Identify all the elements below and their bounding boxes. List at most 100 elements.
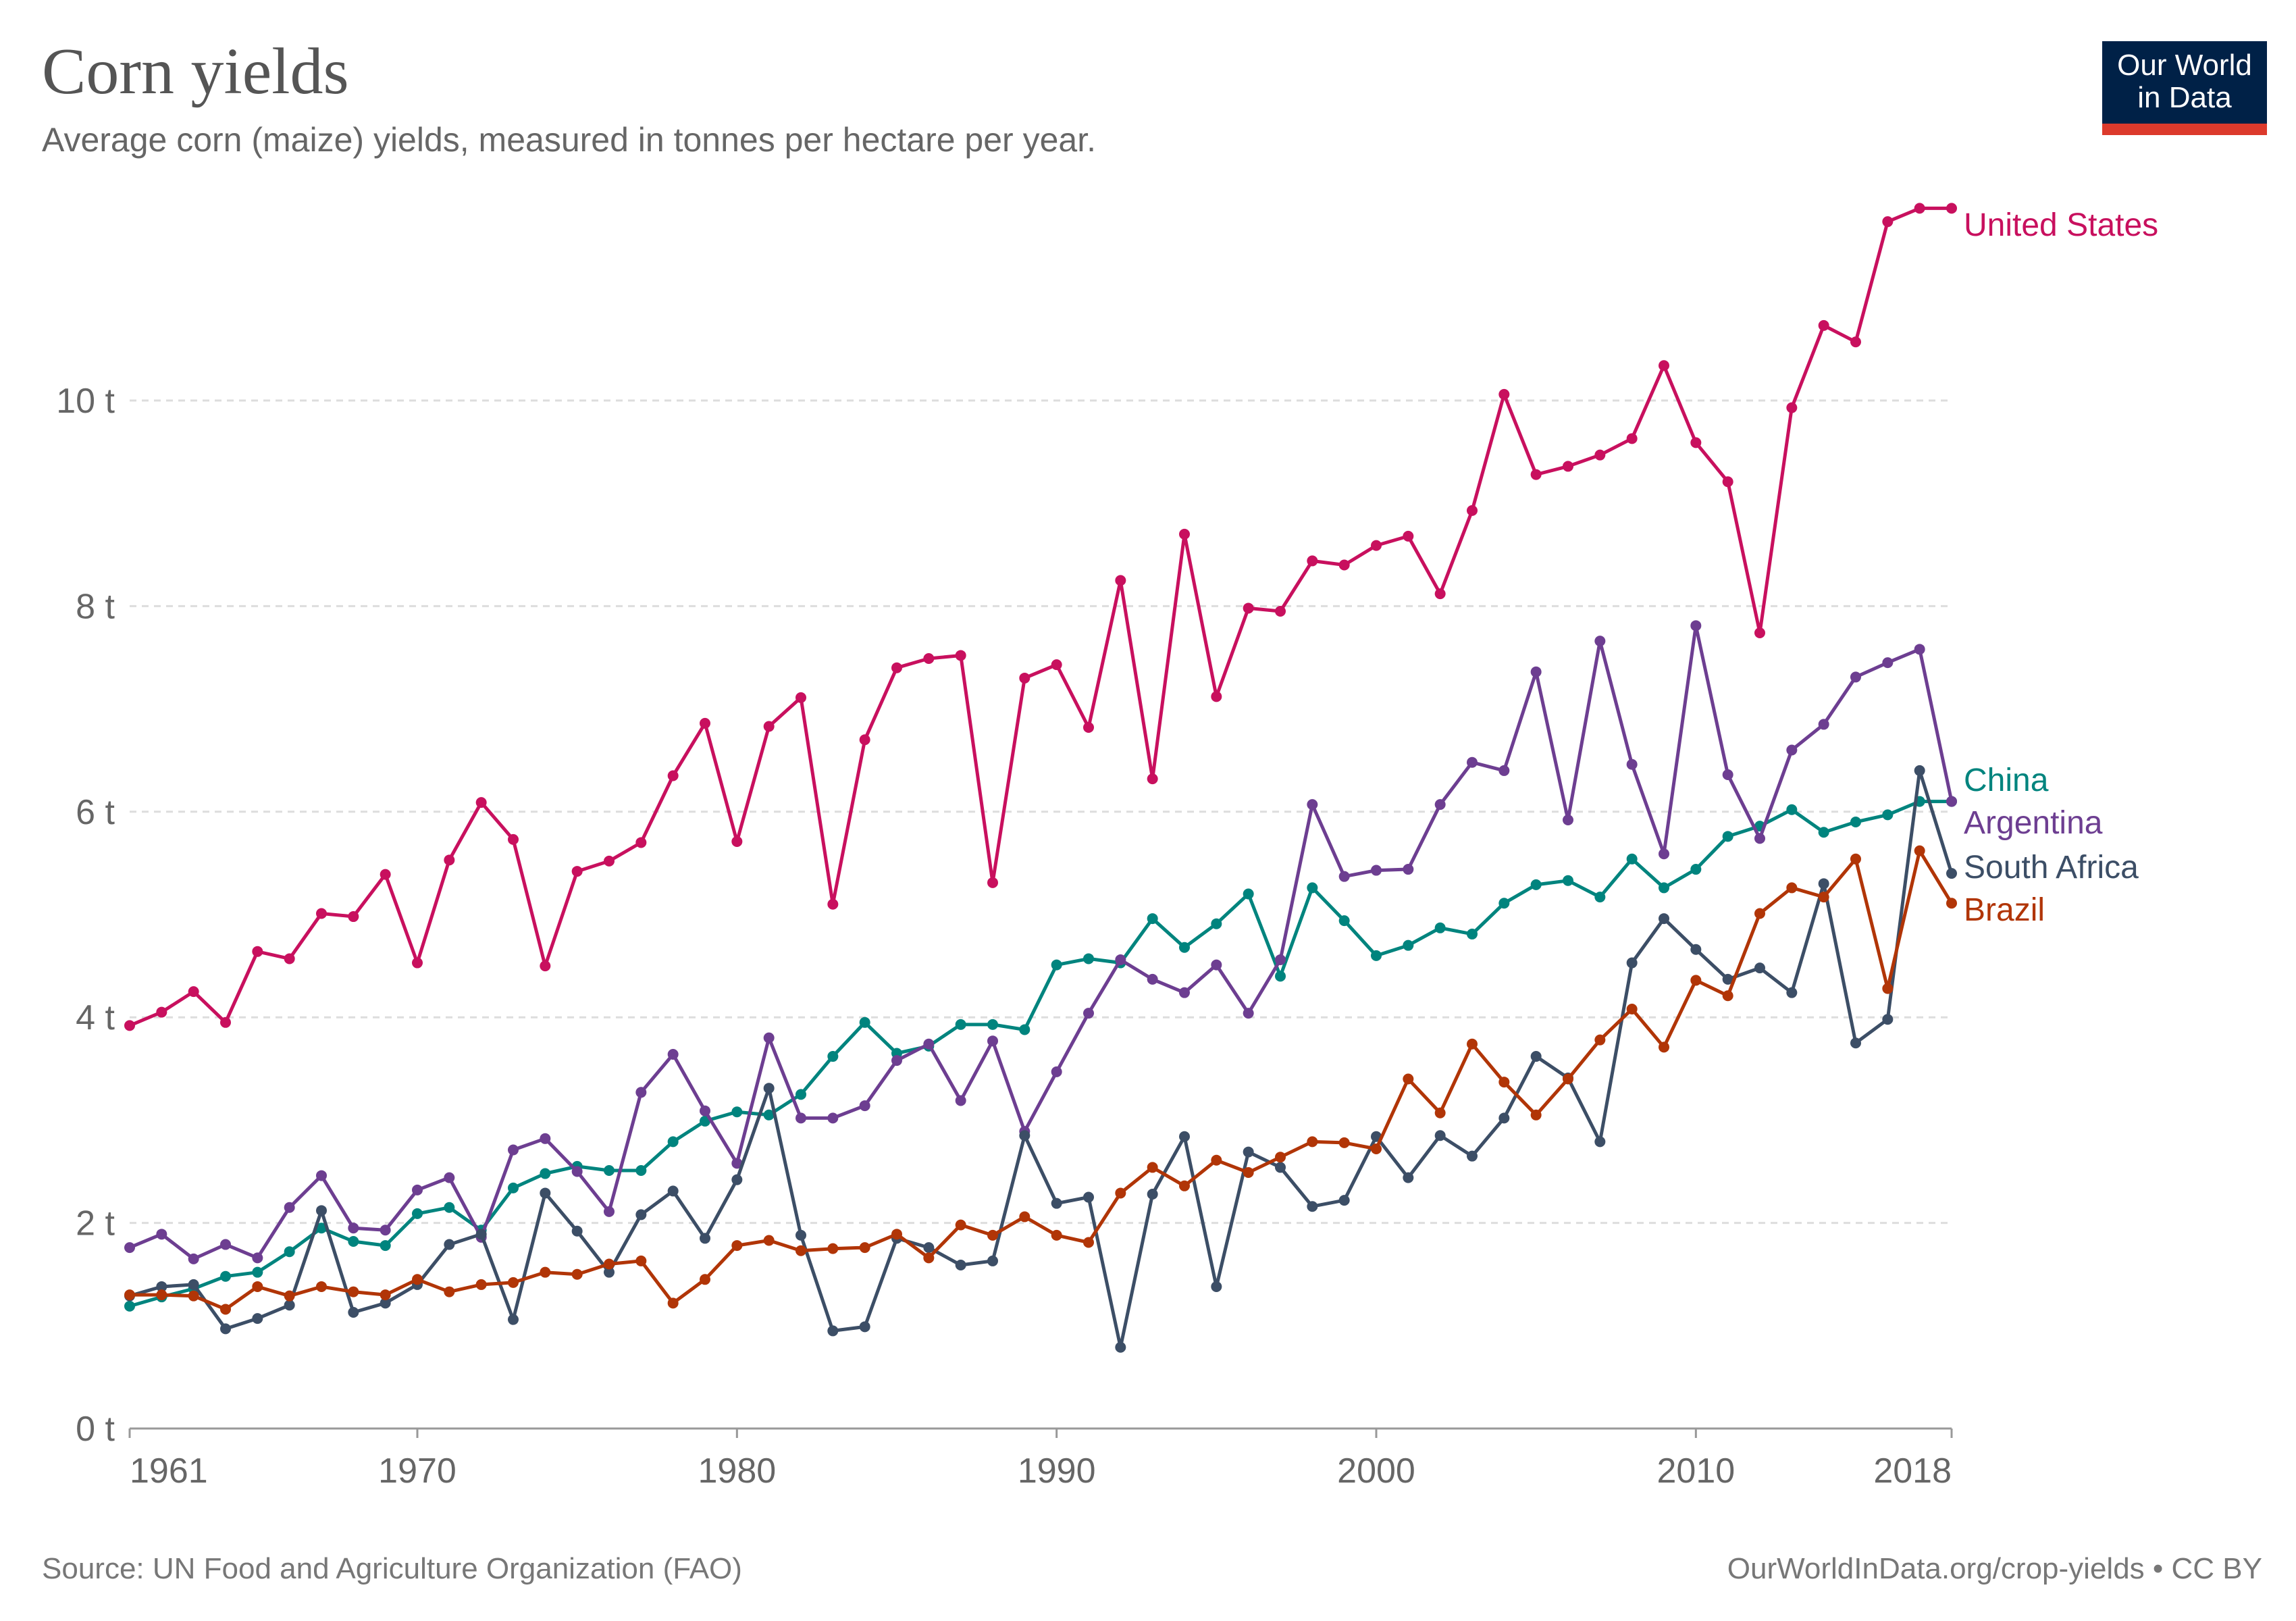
data-point-united-states-1976[interactable]	[604, 855, 615, 867]
series-line-china[interactable]	[129, 800, 1952, 1308]
data-point-south-africa-1997[interactable]	[1275, 1162, 1286, 1173]
data-point-south-africa-1990[interactable]	[1051, 1198, 1062, 1209]
data-point-united-states-1986[interactable]	[923, 653, 935, 665]
data-point-china-1983[interactable]	[827, 1051, 839, 1062]
data-point-south-africa-1979[interactable]	[700, 1233, 710, 1244]
data-point-south-africa-1971[interactable]	[444, 1239, 455, 1250]
data-point-brazil-2005[interactable]	[1530, 1109, 1542, 1121]
data-point-argentina-1987[interactable]	[955, 1095, 966, 1106]
data-point-united-states-2017[interactable]	[1914, 203, 1925, 214]
data-point-brazil-2000[interactable]	[1371, 1143, 1382, 1155]
data-point-argentina-2017[interactable]	[1914, 644, 1925, 655]
data-point-argentina-1975[interactable]	[571, 1166, 583, 1177]
data-point-brazil-1965[interactable]	[252, 1281, 263, 1292]
data-point-united-states-1977[interactable]	[635, 837, 647, 848]
data-point-united-states-2000[interactable]	[1371, 540, 1382, 551]
data-point-argentina-2003[interactable]	[1467, 756, 1478, 768]
data-point-brazil-1961[interactable]	[124, 1289, 135, 1301]
data-point-united-states-2016[interactable]	[1882, 216, 1894, 228]
data-point-south-africa-1972[interactable]	[475, 1229, 487, 1240]
data-point-argentina-1996[interactable]	[1243, 1008, 1254, 1019]
data-point-argentina-1966[interactable]	[284, 1202, 295, 1213]
series-label-china[interactable]: China	[1964, 763, 2049, 798]
data-point-brazil-1971[interactable]	[444, 1286, 455, 1297]
data-point-argentina-1961[interactable]	[124, 1242, 135, 1254]
data-point-united-states-2018[interactable]	[1946, 203, 1957, 214]
data-point-brazil-1964[interactable]	[220, 1304, 231, 1315]
data-point-south-africa-1989[interactable]	[1019, 1130, 1030, 1141]
data-point-china-2016[interactable]	[1882, 809, 1894, 821]
data-point-argentina-2016[interactable]	[1882, 657, 1894, 669]
data-point-brazil-2017[interactable]	[1914, 845, 1925, 856]
data-point-china-1981[interactable]	[763, 1109, 775, 1121]
data-point-south-africa-2014[interactable]	[1818, 878, 1829, 890]
data-point-china-2015[interactable]	[1850, 817, 1861, 828]
data-point-brazil-1981[interactable]	[763, 1235, 775, 1246]
data-point-argentina-1962[interactable]	[156, 1229, 167, 1240]
data-point-brazil-2004[interactable]	[1498, 1077, 1510, 1088]
data-point-argentina-1973[interactable]	[508, 1144, 519, 1156]
data-point-south-africa-1962[interactable]	[156, 1281, 167, 1292]
data-point-south-africa-1976[interactable]	[604, 1266, 615, 1278]
data-point-south-africa-1983[interactable]	[827, 1325, 839, 1337]
data-point-south-africa-1994[interactable]	[1179, 1131, 1190, 1142]
data-point-brazil-1968[interactable]	[348, 1286, 359, 1297]
data-point-united-states-1978[interactable]	[667, 770, 679, 781]
data-point-united-states-1965[interactable]	[252, 946, 263, 957]
data-point-south-africa-2012[interactable]	[1754, 962, 1765, 974]
data-point-argentina-1993[interactable]	[1147, 973, 1158, 985]
data-point-united-states-2008[interactable]	[1626, 433, 1638, 444]
data-point-united-states-1975[interactable]	[571, 866, 583, 877]
data-point-argentina-1990[interactable]	[1051, 1066, 1062, 1077]
data-point-argentina-1976[interactable]	[604, 1206, 615, 1217]
data-point-united-states-1962[interactable]	[156, 1006, 167, 1018]
data-point-south-africa-1995[interactable]	[1211, 1281, 1222, 1292]
data-point-brazil-2013[interactable]	[1786, 882, 1798, 894]
data-point-china-1973[interactable]	[508, 1182, 519, 1193]
data-point-south-africa-1966[interactable]	[284, 1300, 295, 1311]
data-point-brazil-2015[interactable]	[1850, 853, 1861, 865]
data-point-brazil-1969[interactable]	[380, 1289, 391, 1301]
data-point-south-africa-1974[interactable]	[540, 1187, 551, 1199]
data-point-china-1976[interactable]	[604, 1164, 615, 1176]
data-point-brazil-1997[interactable]	[1275, 1152, 1286, 1163]
data-point-china-1967[interactable]	[316, 1223, 327, 1234]
data-point-argentina-2013[interactable]	[1786, 744, 1798, 756]
data-point-argentina-2001[interactable]	[1403, 864, 1414, 875]
data-point-argentina-1969[interactable]	[380, 1225, 391, 1236]
data-point-brazil-1980[interactable]	[731, 1240, 743, 1252]
data-point-united-states-1993[interactable]	[1147, 773, 1158, 785]
data-point-united-states-1999[interactable]	[1338, 559, 1350, 571]
data-point-united-states-2007[interactable]	[1594, 449, 1606, 461]
data-point-united-states-1995[interactable]	[1211, 691, 1222, 702]
data-point-argentina-1965[interactable]	[252, 1252, 263, 1264]
data-point-united-states-1985[interactable]	[891, 662, 902, 673]
data-point-argentina-1970[interactable]	[412, 1184, 423, 1195]
data-point-argentina-1997[interactable]	[1275, 954, 1286, 965]
data-point-brazil-2010[interactable]	[1690, 975, 1702, 986]
data-point-china-2006[interactable]	[1563, 875, 1573, 886]
data-point-united-states-2014[interactable]	[1818, 319, 1829, 331]
data-point-south-africa-2005[interactable]	[1530, 1051, 1542, 1062]
data-point-argentina-2011[interactable]	[1722, 769, 1733, 781]
data-point-south-africa-1984[interactable]	[859, 1321, 870, 1333]
data-point-south-africa-1963[interactable]	[188, 1279, 199, 1290]
data-point-united-states-1963[interactable]	[188, 986, 199, 998]
data-point-argentina-2000[interactable]	[1371, 865, 1382, 876]
data-point-united-states-2004[interactable]	[1498, 388, 1510, 400]
data-point-south-africa-1996[interactable]	[1243, 1146, 1254, 1158]
data-point-united-states-1983[interactable]	[827, 898, 839, 910]
data-point-china-2009[interactable]	[1659, 882, 1669, 894]
data-point-brazil-2001[interactable]	[1403, 1073, 1414, 1085]
series-line-argentina[interactable]	[129, 623, 1954, 1261]
data-point-united-states-1982[interactable]	[795, 692, 806, 703]
data-point-china-1978[interactable]	[667, 1136, 679, 1148]
data-point-argentina-1974[interactable]	[540, 1133, 551, 1144]
data-point-argentina-1981[interactable]	[763, 1032, 775, 1044]
data-point-south-africa-1977[interactable]	[635, 1209, 647, 1220]
data-point-united-states-1971[interactable]	[444, 854, 455, 866]
data-point-china-1970[interactable]	[412, 1208, 423, 1219]
data-point-brazil-1975[interactable]	[571, 1268, 583, 1280]
data-point-united-states-1981[interactable]	[763, 721, 775, 732]
data-point-united-states-1964[interactable]	[220, 1017, 231, 1028]
